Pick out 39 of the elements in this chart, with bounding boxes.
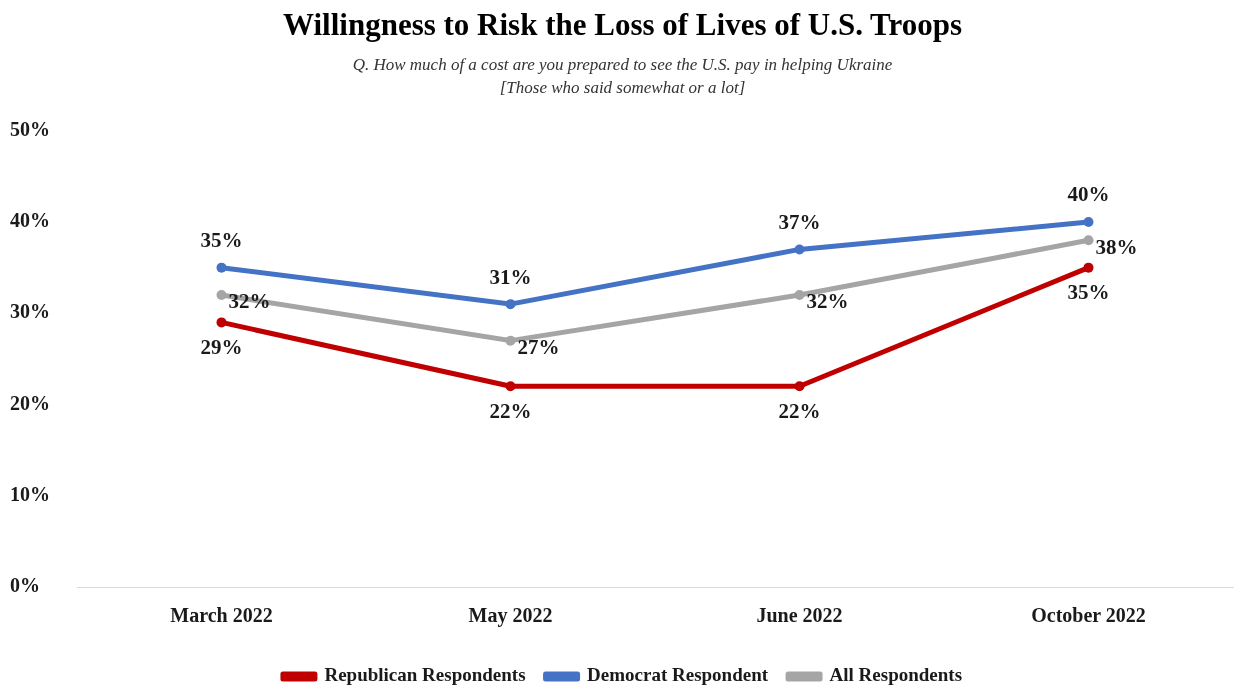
x-tick-label: May 2022 [468,604,553,628]
point [1083,217,1094,228]
point [216,290,227,301]
y-tick-label: 0% [10,574,40,597]
data-label: 32% [806,289,849,314]
data-label: 35% [200,228,243,253]
data-label: 22% [489,398,532,423]
point [216,262,227,273]
data-label: 32% [228,289,271,314]
point [505,381,516,392]
data-label: 29% [200,334,243,359]
point [505,299,516,310]
legend-label: Republican Respondents [324,664,526,686]
data-label: 37% [778,209,821,234]
point [794,381,805,392]
x-tick-label: March 2022 [170,604,273,627]
legend-label: Democrat Respondent [587,664,769,686]
data-label: 27% [517,335,560,360]
data-label: 22% [778,398,821,423]
point [216,317,227,328]
point [1083,235,1094,246]
y-tick-label: 40% [10,209,50,232]
data-label: 40% [1067,182,1110,207]
y-tick-label: 30% [10,300,50,323]
y-tick-label: 20% [10,391,50,414]
data-label: 38% [1095,234,1138,259]
point [1083,262,1094,273]
point [505,335,516,346]
data-label: 35% [1067,280,1110,305]
data-label: 31% [489,264,532,289]
point [794,290,805,301]
y-tick-label: 50% [10,117,50,140]
chart-title: Willingness to Risk the Loss of Lives of U.S. Troops [283,6,962,42]
x-tick-label: June 2022 [756,604,843,627]
point [794,244,805,255]
chart-subtitle: Q. How much of a cost are you prepared to see the U.S. pay in helping Ukraine [Those who said somewhat or a lot] [352,54,893,98]
x-tick-label: October 2022 [1031,604,1146,627]
y-tick-label: 10% [10,482,50,505]
legend-label: All Respondents [829,664,963,686]
